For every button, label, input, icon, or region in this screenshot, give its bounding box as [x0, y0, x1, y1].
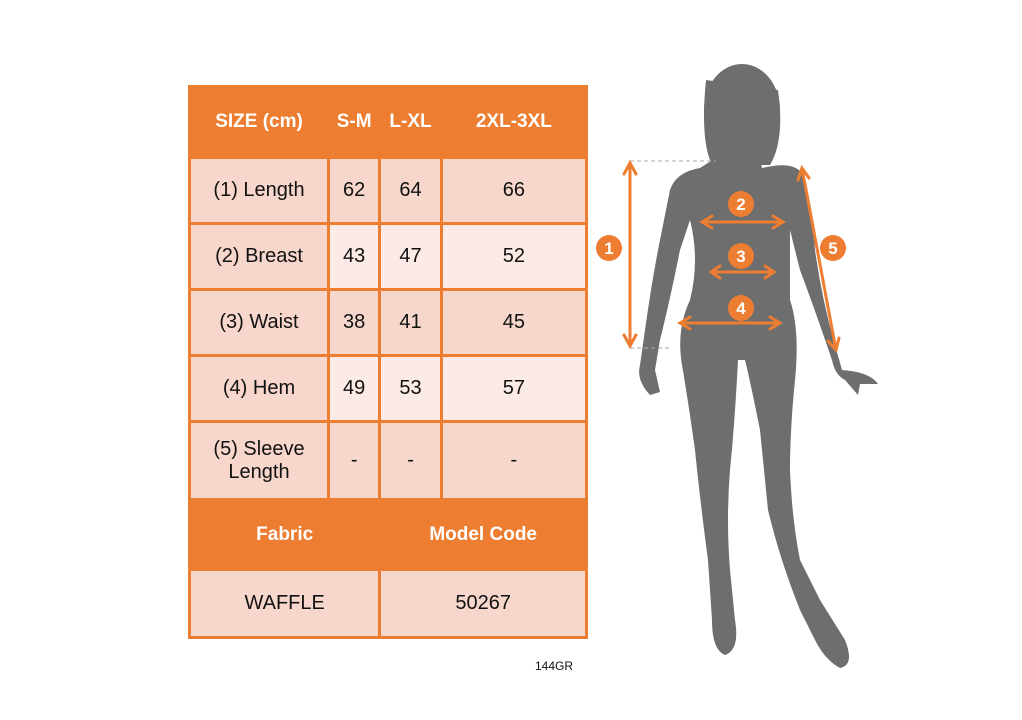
size-header-label: SIZE (cm): [188, 85, 330, 159]
marker-4: 4: [736, 299, 746, 318]
cell: -: [326, 420, 382, 501]
marker-3: 3: [736, 247, 745, 266]
row-label: (1) Length: [188, 156, 330, 225]
cell: 47: [378, 222, 443, 291]
cell: 43: [326, 222, 382, 291]
size-chart-table: SIZE (cm) S-M L-XL 2XL-3XL (1) Length 62…: [187, 85, 589, 639]
marker-badges: 1 2 3 4 5: [596, 191, 846, 321]
marker-5: 5: [828, 239, 837, 258]
table-row: (5) Sleeve Length - - -: [188, 420, 589, 501]
product-code: 144GR: [535, 659, 574, 673]
row-label: (2) Breast: [188, 222, 330, 291]
table-row: (1) Length 62 64 66: [188, 156, 589, 225]
cell: 64: [378, 156, 443, 225]
cell: 49: [326, 354, 382, 423]
row-label: (5) Sleeve Length: [188, 420, 330, 501]
cell: 53: [378, 354, 443, 423]
cell: 52: [439, 222, 589, 291]
table-row: (2) Breast 43 47 52: [188, 222, 589, 291]
size-l-xl: L-XL: [378, 85, 443, 159]
woman-silhouette: [639, 64, 878, 668]
cell: -: [378, 420, 443, 501]
marker-2: 2: [736, 195, 745, 214]
cell: 38: [326, 288, 382, 357]
marker-1: 1: [604, 239, 613, 258]
fabric-value: WAFFLE: [187, 568, 382, 639]
footer-row: WAFFLE 50267: [187, 568, 588, 639]
size-s-m: S-M: [326, 85, 382, 159]
guide-lines: [630, 160, 716, 349]
row-label: (3) Waist: [188, 288, 330, 357]
measurement-arrows: [622, 159, 841, 354]
cell: 45: [439, 288, 589, 357]
size-header-row: SIZE (cm) S-M L-XL 2XL-3XL: [188, 85, 589, 159]
cell: 66: [439, 156, 589, 225]
cell: 41: [378, 288, 443, 357]
table-row: (3) Waist 38 41 45: [188, 288, 589, 357]
cell: 57: [439, 354, 589, 423]
cell: -: [439, 420, 589, 501]
cell: 62: [326, 156, 382, 225]
fabric-label: Fabric: [187, 498, 382, 571]
footer-header-row: Fabric Model Code: [187, 498, 588, 571]
size-2xl-3xl: 2XL-3XL: [439, 85, 589, 159]
model-code-value: 50267: [378, 568, 588, 639]
row-label: (4) Hem: [188, 354, 330, 423]
model-code-label: Model Code: [378, 498, 588, 571]
table-row: (4) Hem 49 53 57: [188, 354, 589, 423]
